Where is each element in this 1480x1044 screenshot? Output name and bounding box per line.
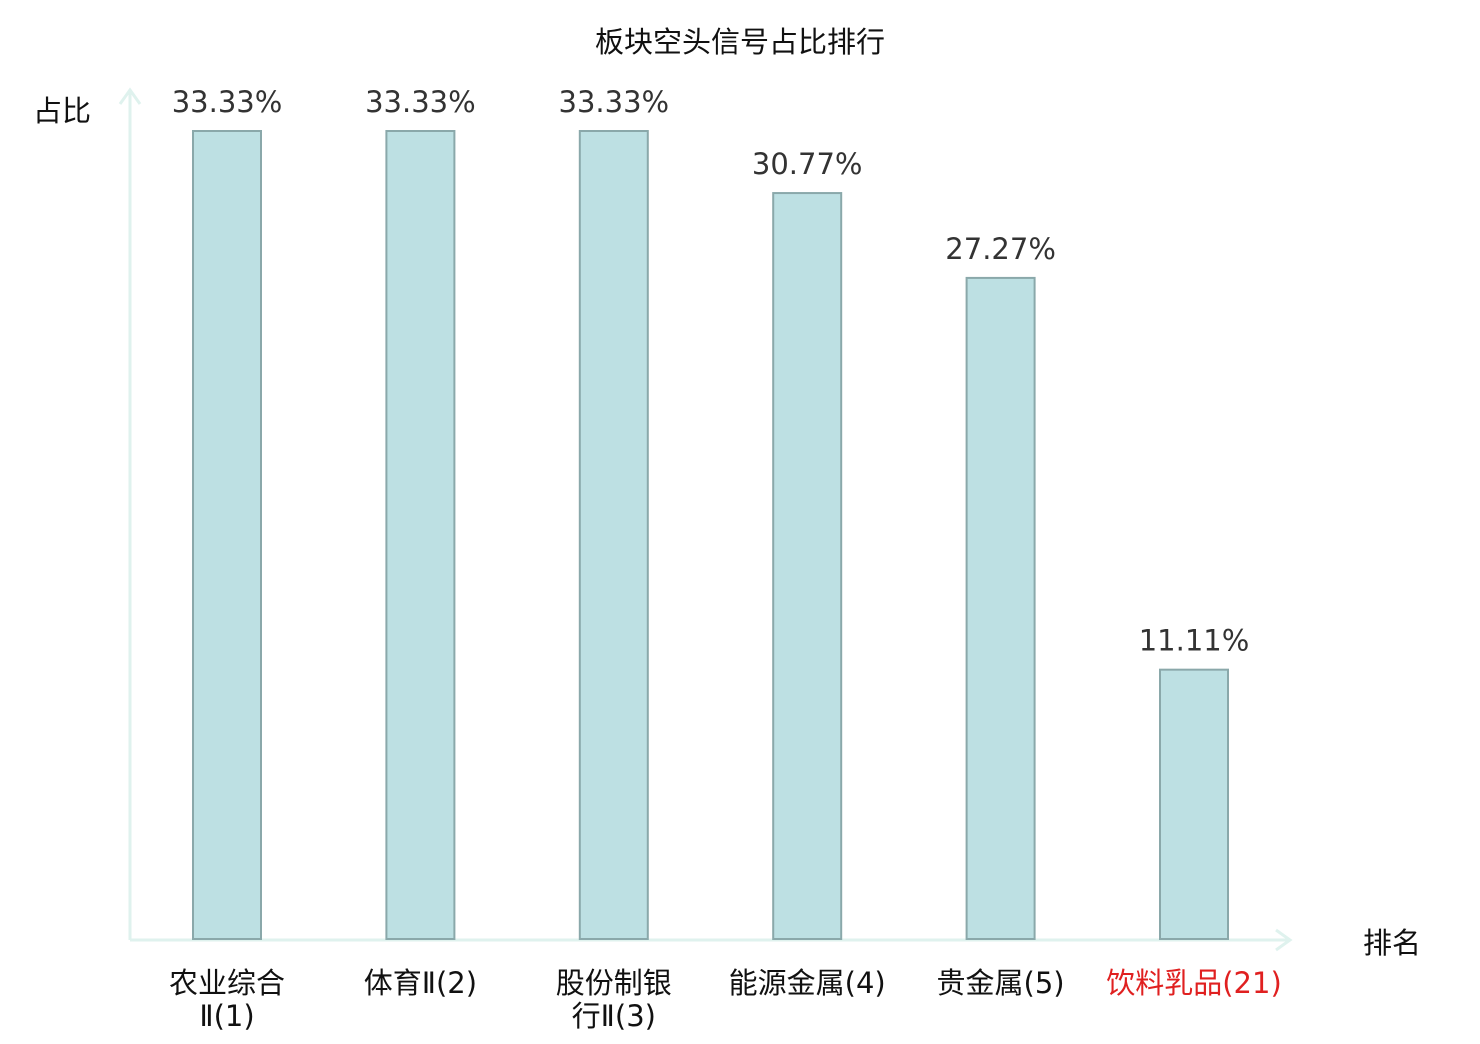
bar [385,130,456,940]
category-label: 农业综合 [169,966,285,1000]
category-label: 饮料乳品(21) [1106,966,1282,1000]
x-axis-label: 排名 [1363,926,1421,960]
chart-title: 板块空头信号占比排行 [595,25,885,59]
bar-value-label: 33.33% [365,85,476,119]
bar-value-label: 33.33% [172,85,283,119]
category-label: Ⅱ(1) [199,999,254,1033]
bar [192,130,262,940]
x-axis-arrow [1275,928,1293,952]
category-label: 能源金属(4) [729,966,886,1000]
category-label: 股份制银 [556,966,672,1000]
bar [1159,668,1229,941]
bar-value-label: 33.33% [559,85,670,119]
bar-value-label: 30.77% [752,147,863,181]
bars-group [192,130,1229,941]
y-axis-label: 占比 [33,94,91,128]
bar [578,130,649,940]
category-label: 行Ⅱ(3) [572,999,656,1033]
category-label: 贵金属(5) [937,966,1065,1000]
bar-value-label: 27.27% [945,232,1056,266]
bar-value-label: 11.11% [1139,624,1250,658]
axes [118,87,1293,952]
y-axis-arrow [118,87,142,105]
category-label: 体育Ⅱ(2) [364,966,477,1000]
bar [772,192,843,940]
bar [965,276,1036,940]
value-labels-group: 33.33% 33.33% 33.33% 30.77% 27.27% 11.11% [172,85,1250,658]
